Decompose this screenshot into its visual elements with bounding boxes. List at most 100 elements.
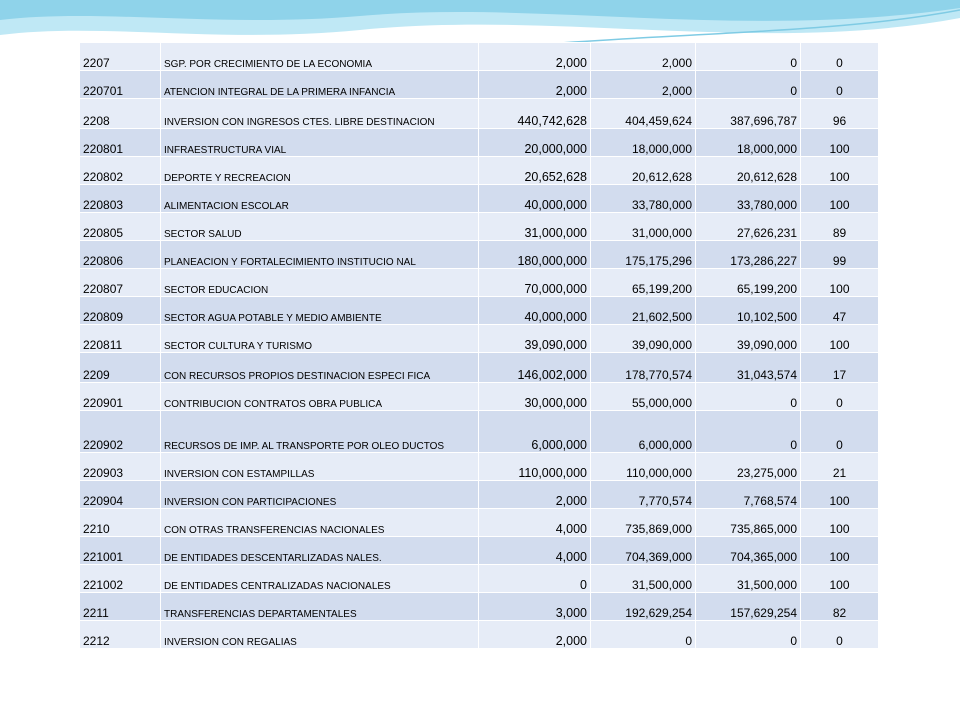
table-body: 2207 SGP. POR CRECIMIENTO DE LA ECONOMIA 2… [79,42,879,649]
decorative-wave-header [0,0,960,60]
account-code-cell: 220904 [79,480,161,509]
description-cell: SECTOR SALUD [160,212,479,241]
execution-percent-cell: 21 [800,452,879,481]
description-cell: TRANSFERENCIAS DEPARTAMENTALES [160,592,479,621]
account-code-cell: 220701 [79,70,161,99]
account-code-cell: 2209 [79,352,161,383]
description-cell: ALIMENTACION ESCOLAR [160,184,479,213]
budget-initial-cell: 20,652,628 [478,156,591,185]
budget-initial-cell: 6,000,000 [478,410,591,453]
description-cell: RECURSOS DE IMP. AL TRANSPORTE POR OLEO … [160,410,479,453]
table-row: 220803 ALIMENTACION ESCOLAR 40,000,000 33,7… [79,184,879,213]
description-cell: INVERSION CON INGRESOS CTES. LIBRE DESTI… [160,98,479,129]
executed-amount-cell: 65,199,200 [695,268,801,297]
budget-initial-cell: 2,000 [478,70,591,99]
executed-amount-cell: 157,629,254 [695,592,801,621]
executed-amount-cell: 0 [695,410,801,453]
table-row: 2210 CON OTRAS TRANSFERENCIAS NACIONALES 4… [79,508,879,537]
account-code-cell: 220901 [79,382,161,411]
budget-initial-cell: 4,000 [478,536,591,565]
execution-percent-cell: 89 [800,212,879,241]
account-code-cell: 2211 [79,592,161,621]
budget-final-cell: 6,000,000 [590,410,696,453]
description-cell: INVERSION CON PARTICIPACIONES [160,480,479,509]
executed-amount-cell: 704,365,000 [695,536,801,565]
table-row: 220904 INVERSION CON PARTICIPACIONES 2,000… [79,480,879,509]
executed-amount-cell: 31,500,000 [695,564,801,593]
budget-final-cell: 18,000,000 [590,128,696,157]
budget-initial-cell: 2,000 [478,620,591,649]
account-code-cell: 220802 [79,156,161,185]
table-row: 220801 INFRAESTRUCTURA VIAL 20,000,000 18,0… [79,128,879,157]
executed-amount-cell: 31,043,574 [695,352,801,383]
description-cell: CONTRIBUCION CONTRATOS OBRA PUBLICA [160,382,479,411]
budget-final-cell: 7,770,574 [590,480,696,509]
budget-final-cell: 192,629,254 [590,592,696,621]
execution-percent-cell: 100 [800,184,879,213]
wave-band-dark [0,0,960,21]
executed-amount-cell: 0 [695,620,801,649]
budget-initial-cell: 31,000,000 [478,212,591,241]
account-code-cell: 220903 [79,452,161,481]
table-row: 2212 INVERSION CON REGALIAS 2,000 0 0 0 [79,620,879,649]
budget-initial-cell: 3,000 [478,592,591,621]
account-code-cell: 2210 [79,508,161,537]
description-cell: SECTOR CULTURA Y TURISMO [160,324,479,353]
execution-percent-cell: 100 [800,268,879,297]
executed-amount-cell: 387,696,787 [695,98,801,129]
budget-initial-cell: 2,000 [478,480,591,509]
budget-initial-cell: 20,000,000 [478,128,591,157]
account-code-cell: 220807 [79,268,161,297]
description-cell: DEPORTE Y RECREACION [160,156,479,185]
description-cell: INVERSION CON REGALIAS [160,620,479,649]
account-code-cell: 220809 [79,296,161,325]
table-row: 220701 ATENCION INTEGRAL DE LA PRIMERA IN… [79,70,879,99]
execution-percent-cell: 100 [800,324,879,353]
budget-final-cell: 31,000,000 [590,212,696,241]
account-code-cell: 221001 [79,536,161,565]
description-cell: SECTOR EDUCACION [160,268,479,297]
executed-amount-cell: 23,275,000 [695,452,801,481]
executed-amount-cell: 33,780,000 [695,184,801,213]
executed-amount-cell: 7,768,574 [695,480,801,509]
table-row: 220903 INVERSION CON ESTAMPILLAS 110,000,0… [79,452,879,481]
budget-initial-cell: 2,000 [478,42,591,71]
execution-percent-cell: 99 [800,240,879,269]
execution-percent-cell: 0 [800,70,879,99]
table-row: 2207 SGP. POR CRECIMIENTO DE LA ECONOMIA 2… [79,42,879,71]
budget-initial-cell: 70,000,000 [478,268,591,297]
budget-final-cell: 55,000,000 [590,382,696,411]
executed-amount-cell: 735,865,000 [695,508,801,537]
execution-percent-cell: 100 [800,564,879,593]
account-code-cell: 220902 [79,410,161,453]
table-row: 220805 SECTOR SALUD 31,000,000 31,000,000 27… [79,212,879,241]
table-row: 220802 DEPORTE Y RECREACION 20,652,628 20,6… [79,156,879,185]
budget-final-cell: 2,000 [590,42,696,71]
budget-final-cell: 20,612,628 [590,156,696,185]
description-cell: INFRAESTRUCTURA VIAL [160,128,479,157]
execution-percent-cell: 0 [800,42,879,71]
account-code-cell: 221002 [79,564,161,593]
budget-final-cell: 110,000,000 [590,452,696,481]
description-cell: DE ENTIDADES DESCENTARLIZADAS NALES. [160,536,479,565]
budget-initial-cell: 40,000,000 [478,296,591,325]
description-cell: SECTOR AGUA POTABLE Y MEDIO AMBIENTE [160,296,479,325]
description-cell: INVERSION CON ESTAMPILLAS [160,452,479,481]
budget-final-cell: 33,780,000 [590,184,696,213]
budget-initial-cell: 110,000,000 [478,452,591,481]
description-cell: SGP. POR CRECIMIENTO DE LA ECONOMIA [160,42,479,71]
executed-amount-cell: 10,102,500 [695,296,801,325]
executed-amount-cell: 173,286,227 [695,240,801,269]
account-code-cell: 2212 [79,620,161,649]
execution-percent-cell: 100 [800,480,879,509]
budget-final-cell: 21,602,500 [590,296,696,325]
execution-percent-cell: 47 [800,296,879,325]
table-row: 220811 SECTOR CULTURA Y TURISMO 39,090,000… [79,324,879,353]
account-code-cell: 220801 [79,128,161,157]
budget-final-cell: 0 [590,620,696,649]
budget-final-cell: 39,090,000 [590,324,696,353]
execution-percent-cell: 0 [800,382,879,411]
budget-final-cell: 404,459,624 [590,98,696,129]
execution-percent-cell: 100 [800,128,879,157]
description-cell: CON RECURSOS PROPIOS DESTINACION ESPECI … [160,352,479,383]
